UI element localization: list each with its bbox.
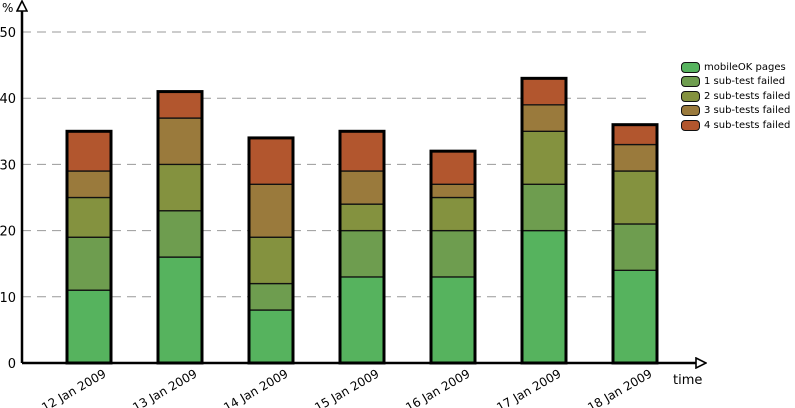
bar-segment xyxy=(248,236,294,285)
bar-segment xyxy=(248,183,294,238)
bar-segment xyxy=(339,276,385,364)
bar-segment xyxy=(339,229,385,278)
bar-segment xyxy=(66,236,112,291)
bar-segment xyxy=(430,229,476,278)
x-tick-label: 16 Jan 2009 xyxy=(403,366,472,408)
bar-segment xyxy=(66,196,112,238)
x-tick-label: 14 Jan 2009 xyxy=(221,366,290,408)
legend-item-3-failed: 3 sub-tests failed xyxy=(681,104,793,118)
bar-segment xyxy=(521,77,567,106)
y-tick-label: 0 xyxy=(8,357,16,372)
bar-segment xyxy=(430,196,476,232)
y-tick-label: 30 xyxy=(0,158,16,173)
legend-swatch xyxy=(681,119,700,131)
legend-item-2-failed: 2 sub-tests failed xyxy=(681,89,793,103)
bar-segment xyxy=(66,170,112,199)
bar-segment xyxy=(612,124,658,146)
y-tick-label: 20 xyxy=(0,225,16,240)
bar-segment xyxy=(430,150,476,185)
bar-segment xyxy=(248,309,294,364)
legend-swatch xyxy=(681,105,700,116)
bar-segment xyxy=(521,183,567,232)
bar-segment xyxy=(339,203,385,232)
bar-segment xyxy=(521,104,567,132)
x-axis-title: time xyxy=(673,373,702,388)
bar-segment xyxy=(430,183,476,199)
bar-segment xyxy=(248,137,294,185)
legend-label: mobileOK pages xyxy=(704,61,786,73)
bar-segment xyxy=(612,269,658,364)
legend-swatch xyxy=(681,61,700,73)
x-tick-label: 12 Jan 2009 xyxy=(39,366,108,408)
bar-segment xyxy=(521,229,567,364)
bar-segment xyxy=(612,170,658,225)
bar-segment xyxy=(157,163,203,212)
bar-segment xyxy=(157,90,203,119)
bar-segment xyxy=(521,130,567,185)
bar-segment xyxy=(157,210,203,258)
legend-label: 1 sub-test failed xyxy=(704,76,786,87)
legend-label: 4 sub-tests failed xyxy=(704,119,791,131)
bar-segment xyxy=(339,170,385,205)
x-tick-label: 15 Jan 2009 xyxy=(312,366,381,408)
bar-segment xyxy=(157,256,203,364)
bar-segment xyxy=(612,143,658,172)
bar-segment xyxy=(66,289,112,364)
legend-label: 3 sub-tests failed xyxy=(704,105,791,116)
y-tick-label: 10 xyxy=(0,291,16,306)
bar-segment xyxy=(248,282,294,311)
legend-label: 2 sub-tests failed xyxy=(704,90,791,102)
legend-swatch xyxy=(681,90,700,102)
legend-item-1-failed: 1 sub-test failed xyxy=(681,75,793,89)
bar-segment xyxy=(157,117,203,166)
bar-segment xyxy=(339,130,385,172)
bar-segment xyxy=(66,130,112,172)
x-tick-label: 17 Jan 2009 xyxy=(494,366,563,408)
legend: mobileOK pages 1 sub-test failed 2 sub-t… xyxy=(681,60,793,133)
y-axis-title: % xyxy=(2,1,13,15)
y-tick-label: 40 xyxy=(0,92,16,107)
y-tick-label: 50 xyxy=(0,26,16,41)
x-tick-label: 18 Jan 2009 xyxy=(585,366,654,408)
bar-segment xyxy=(430,276,476,364)
legend-item-4-failed: 4 sub-tests failed xyxy=(681,118,793,132)
legend-item-mobileok: mobileOK pages xyxy=(681,60,793,74)
legend-swatch xyxy=(681,76,700,87)
x-tick-label: 13 Jan 2009 xyxy=(130,366,199,408)
bar-segment xyxy=(612,223,658,271)
